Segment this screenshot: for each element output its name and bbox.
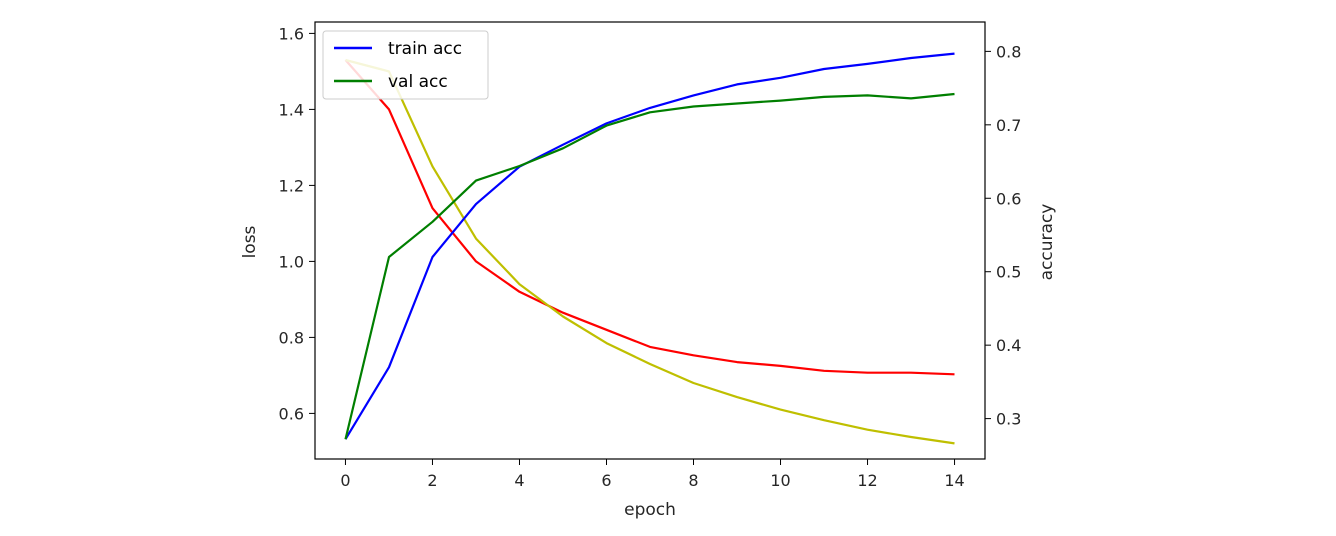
plot-frame: [314, 21, 986, 460]
left-y-tick-label: 0.6: [279, 404, 304, 423]
series-line-train-acc: [344, 52, 955, 440]
right-y-tick-label: 0.4: [996, 336, 1021, 355]
series-layer: [344, 52, 955, 445]
right-y-tick-label: 0.6: [996, 189, 1021, 208]
left-y-axis: 0.6 0.8 1.0 1.2 1.4 1.6: [279, 24, 315, 423]
x-axis-title: epoch: [624, 500, 676, 520]
right-y-tick-label: 0.7: [996, 116, 1021, 135]
x-axis: 0 2 4 6 8 10 12 14: [340, 459, 965, 490]
legend: train acc val acc: [322, 30, 489, 100]
right-y-axis-title: accuracy: [1037, 204, 1057, 281]
left-y-tick-label: 1.4: [279, 100, 304, 119]
x-tick-label: 12: [857, 471, 877, 490]
x-tick-label: 2: [427, 471, 437, 490]
right-y-axis: 0.3 0.4 0.5 0.6 0.7 0.8: [985, 42, 1021, 429]
right-y-tick-label: 0.3: [996, 410, 1021, 429]
right-y-tick-label: 0.5: [996, 263, 1021, 282]
x-tick-label: 8: [688, 471, 698, 490]
left-y-tick-label: 1.2: [279, 176, 304, 195]
right-y-tick-label: 0.8: [996, 42, 1021, 61]
x-tick-label: 6: [601, 471, 611, 490]
x-tick-label: 4: [514, 471, 524, 490]
left-y-axis-title: loss: [240, 225, 260, 258]
x-tick-label: 14: [944, 471, 964, 490]
left-y-tick-label: 1.6: [279, 24, 304, 43]
series-line-1: [344, 59, 955, 376]
left-y-tick-label: 1.0: [279, 252, 304, 271]
x-tick-label: 0: [340, 471, 350, 490]
legend-label-val-acc: val acc: [388, 72, 448, 92]
series-line-2: [345, 58, 955, 445]
legend-label-train-acc: train acc: [388, 39, 462, 59]
series-line-val-acc: [344, 92, 955, 440]
left-y-tick-label: 0.8: [279, 328, 304, 347]
x-tick-label: 10: [770, 471, 790, 490]
